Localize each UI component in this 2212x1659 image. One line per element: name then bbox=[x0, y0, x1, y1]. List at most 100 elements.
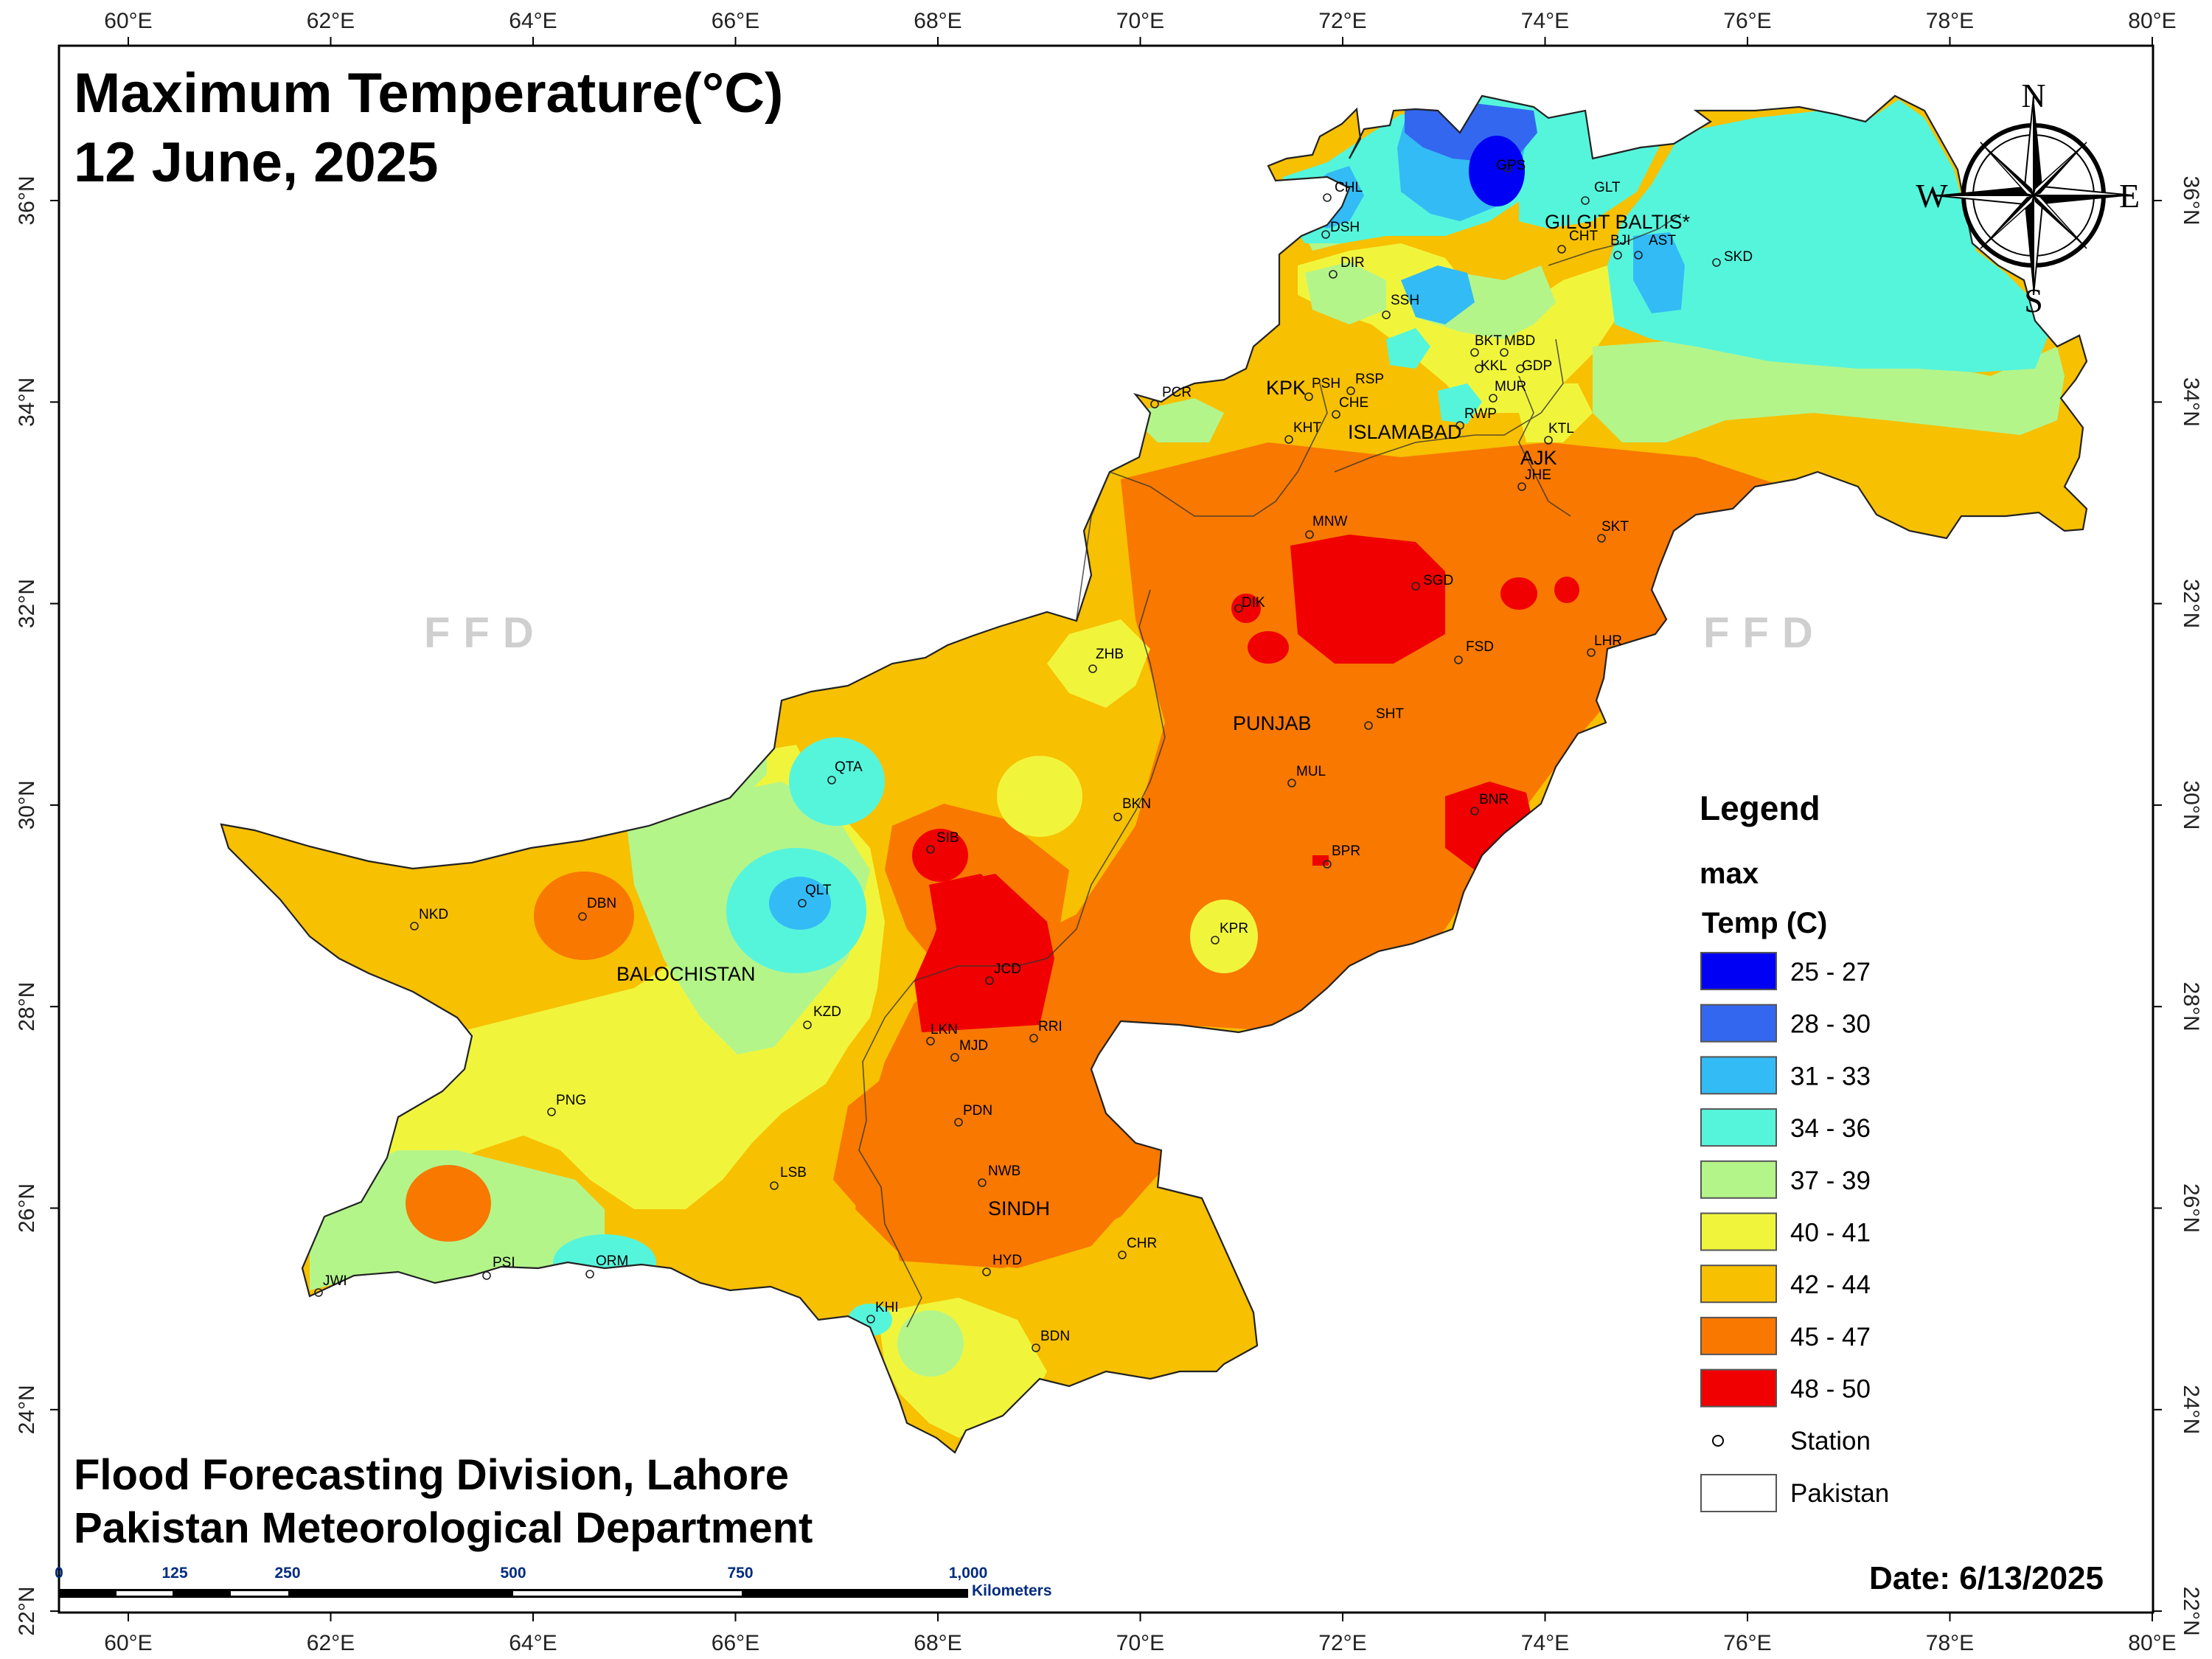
station-icon bbox=[954, 1118, 963, 1127]
station-icon bbox=[1455, 421, 1464, 430]
station-label: PSI bbox=[493, 1255, 515, 1270]
station-icon bbox=[1304, 392, 1313, 401]
station-label: ORM bbox=[596, 1253, 628, 1269]
map-date-title: 12 June, 2025 bbox=[74, 131, 438, 194]
station-label: NKD bbox=[419, 907, 448, 922]
station-label: JCD bbox=[994, 961, 1021, 977]
lon-label-bottom: 64°E bbox=[509, 1631, 557, 1655]
temperature-zone bbox=[897, 1310, 964, 1377]
station-icon bbox=[547, 1107, 556, 1116]
temperature-zone bbox=[912, 829, 968, 882]
lat-label-right: 24°N bbox=[2179, 1385, 2203, 1434]
temperature-zone bbox=[1519, 383, 1593, 442]
station-label: MNW bbox=[1312, 514, 1348, 529]
station-icon bbox=[1088, 664, 1097, 673]
legend-pakistan-label: Pakistan bbox=[1790, 1479, 1889, 1508]
footer-department: Pakistan Meteorological Department bbox=[74, 1504, 813, 1552]
temperature-zone bbox=[833, 1047, 1180, 1261]
station-icon bbox=[1332, 410, 1340, 419]
station-label: RWP bbox=[1464, 406, 1497, 422]
station-icon bbox=[1287, 779, 1296, 787]
compass-east: E bbox=[2119, 177, 2140, 215]
lon-label-top: 64°E bbox=[509, 9, 557, 33]
watermark-right: FFD bbox=[1703, 609, 1826, 657]
station-label: BPR bbox=[1332, 844, 1360, 859]
lon-label-top: 62°E bbox=[307, 9, 355, 33]
station-label: SSH bbox=[1391, 293, 1419, 308]
compass-north: N bbox=[2021, 77, 2045, 114]
temperature-zone bbox=[1607, 100, 2050, 372]
temperature-zone bbox=[769, 877, 831, 930]
station-label: DSH bbox=[1330, 220, 1360, 235]
scale-tick-label: 500 bbox=[500, 1565, 526, 1582]
map-title: Maximum Temperature(°C) bbox=[74, 62, 783, 125]
lat-label-left: 32°N bbox=[15, 579, 39, 628]
station-label: MBD bbox=[1504, 333, 1535, 349]
station-label: MUL bbox=[1296, 764, 1326, 779]
station-icon bbox=[803, 1020, 812, 1029]
legend-class-label: 31 - 33 bbox=[1790, 1062, 1871, 1091]
station-icon bbox=[585, 1270, 594, 1279]
station-icon bbox=[1321, 230, 1330, 239]
legend-swatch bbox=[1700, 1160, 1777, 1199]
station-label: NWB bbox=[988, 1164, 1020, 1179]
station-label: QTA bbox=[835, 759, 863, 775]
station-icon bbox=[1489, 394, 1498, 403]
region-label-ajk: AJK bbox=[1520, 447, 1557, 469]
station-icon bbox=[770, 1181, 779, 1190]
station-icon bbox=[1516, 364, 1525, 373]
station-icon bbox=[1364, 721, 1373, 730]
temperature-zone bbox=[922, 874, 1047, 1025]
lat-label-left: 30°N bbox=[15, 780, 39, 830]
lat-label-right: 22°N bbox=[2179, 1587, 2203, 1636]
temperature-zone bbox=[997, 756, 1082, 837]
legend-class-label: 48 - 50 bbox=[1790, 1375, 1871, 1404]
legend-class-label: 25 - 27 bbox=[1790, 958, 1871, 987]
temperature-zone bbox=[1438, 383, 1482, 424]
station-icon bbox=[1382, 310, 1391, 319]
scale-tick-label: 750 bbox=[727, 1565, 753, 1582]
lat-label-left: 22°N bbox=[15, 1587, 39, 1636]
station-label: BKN bbox=[1122, 796, 1151, 812]
station-icon bbox=[1284, 435, 1293, 444]
lat-label-right: 34°N bbox=[2179, 378, 2203, 427]
legend-class-label: 40 - 41 bbox=[1790, 1219, 1871, 1248]
station-icon bbox=[1712, 258, 1721, 267]
legend-class-label: 45 - 47 bbox=[1790, 1323, 1871, 1352]
station-icon bbox=[1113, 813, 1122, 821]
temperature-zone bbox=[1554, 577, 1579, 603]
station-icon bbox=[1470, 807, 1479, 815]
station-label: RSP bbox=[1355, 372, 1384, 387]
station-label: BDN bbox=[1040, 1329, 1070, 1344]
station-label: KHT bbox=[1293, 420, 1321, 436]
legend-swatch bbox=[1700, 1056, 1777, 1095]
station-label: LSB bbox=[780, 1165, 807, 1180]
station-icon bbox=[1517, 482, 1526, 491]
region-label-sindh: SINDH bbox=[988, 1197, 1050, 1220]
temperature-zone bbox=[1290, 535, 1445, 664]
lon-label-bottom: 78°E bbox=[1926, 1631, 1974, 1655]
station-label: DIR bbox=[1340, 255, 1365, 271]
lat-label-left: 34°N bbox=[15, 378, 39, 427]
station-icon bbox=[827, 776, 836, 785]
station-icon bbox=[1503, 164, 1512, 173]
legend-class-label: 34 - 36 bbox=[1790, 1114, 1871, 1143]
station-label: MJD bbox=[959, 1038, 988, 1054]
region-label-islamabad: ISLAMABAD bbox=[1348, 421, 1462, 443]
station-label: SGD bbox=[1423, 573, 1453, 588]
scale-tick-label: 125 bbox=[161, 1565, 187, 1582]
compass-rose: N S E W bbox=[1916, 77, 2140, 319]
lon-label-bottom: 70°E bbox=[1116, 1631, 1164, 1655]
station-label: RRI bbox=[1038, 1019, 1062, 1034]
station-icon bbox=[1323, 860, 1332, 869]
station-icon bbox=[1587, 648, 1596, 657]
footer-division: Flood Forecasting Division, Lahore bbox=[74, 1451, 789, 1499]
temperature-zone bbox=[1305, 262, 1386, 324]
station-label: PCR bbox=[1162, 385, 1192, 400]
station-icon bbox=[1323, 193, 1332, 202]
station-label: LKN bbox=[931, 1022, 958, 1037]
graticule-ticks bbox=[50, 37, 2162, 1621]
map-frame bbox=[58, 44, 2154, 1614]
temperature-zone bbox=[1231, 594, 1261, 623]
station-label: LHR bbox=[1594, 633, 1622, 649]
